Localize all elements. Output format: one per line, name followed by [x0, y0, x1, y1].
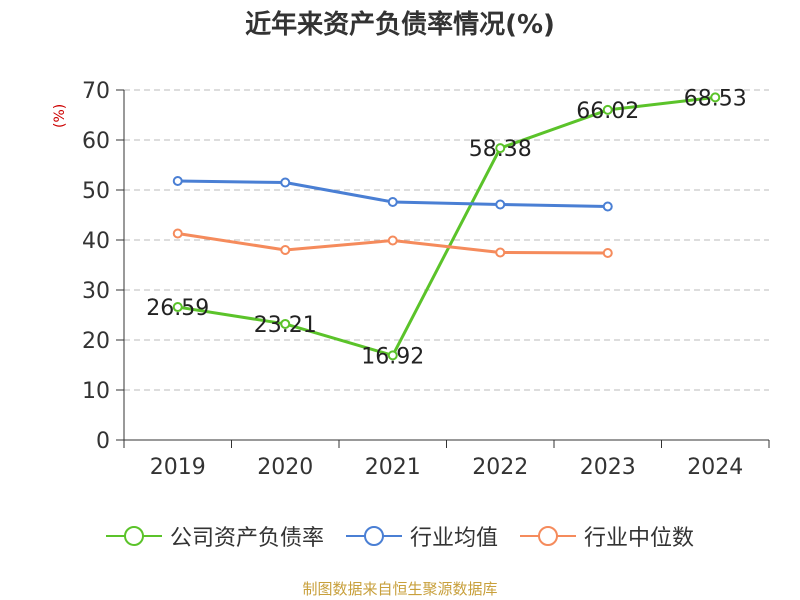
- legend: 公司资产负债率 行业均值 行业中位数: [0, 520, 800, 552]
- data-label: 26.59: [146, 296, 209, 321]
- data-point-2: [172, 228, 183, 239]
- x-tick-label: 2024: [687, 455, 743, 480]
- data-point-0: [602, 104, 613, 115]
- y-tick-label: 40: [82, 229, 110, 254]
- data-point-0: [495, 143, 506, 154]
- data-point-1: [602, 201, 613, 212]
- legend-swatch-industry-mean: [345, 526, 402, 546]
- data-point-2: [280, 245, 291, 255]
- y-tick-label: 20: [82, 329, 110, 354]
- data-point-2: [387, 235, 398, 246]
- legend-item-company[interactable]: 公司资产负债率: [105, 520, 324, 552]
- y-tick-label: 50: [82, 179, 110, 204]
- legend-marker: [363, 526, 384, 546]
- y-tick-label: 70: [82, 79, 110, 104]
- legend-label-company: 公司资产负债率: [169, 526, 324, 551]
- legend-swatch-industry-median: [520, 526, 576, 546]
- x-tick-label: 2020: [257, 455, 313, 480]
- legend-label-industry-median: 行业中位数: [584, 526, 695, 551]
- legend-item-industry-mean[interactable]: 行业均值: [345, 520, 498, 552]
- line-chart: 0 10 20 30 40 50 60 70 2019 2020 2021 2022 2023 2024 2…: [82, 79, 770, 480]
- x-tick-label: 2022: [472, 455, 528, 480]
- chart-title: 近年来资产负债率情况(%): [245, 10, 555, 40]
- y-tick-label: 60: [82, 129, 110, 154]
- legend-swatch-company: [105, 526, 162, 546]
- legend-marker: [538, 526, 558, 546]
- data-point-0: [387, 350, 398, 361]
- source-note: 制图数据来自恒生聚源数据库: [302, 580, 498, 598]
- data-label: 68.53: [684, 86, 747, 111]
- data-label: 16.92: [361, 344, 424, 369]
- data-point-1: [280, 177, 291, 188]
- data-point-0: [280, 318, 291, 329]
- legend-item-industry-median[interactable]: 行业中位数: [520, 520, 694, 552]
- data-label: 58.38: [469, 137, 532, 162]
- y-tick-label: 10: [82, 379, 110, 404]
- legend-label-industry-mean: 行业均值: [409, 526, 498, 551]
- y-tick-label: 0: [96, 429, 110, 454]
- data-point-1: [495, 199, 506, 210]
- data-point-1: [387, 197, 398, 207]
- series-line-0: [177, 95, 716, 357]
- y-tick-label: 30: [82, 279, 110, 304]
- legend-marker: [123, 526, 144, 546]
- data-point-0: [710, 92, 721, 103]
- x-tick-label: 2021: [365, 455, 421, 480]
- data-point-0: [172, 302, 183, 313]
- data-point-1: [172, 176, 183, 186]
- data-point-2: [602, 248, 613, 258]
- x-tick-label: 2019: [150, 455, 206, 480]
- data-point-2: [495, 247, 506, 258]
- x-tick-label: 2023: [580, 455, 636, 480]
- data-label: 23.21: [254, 313, 317, 338]
- data-label: 66.02: [576, 99, 639, 124]
